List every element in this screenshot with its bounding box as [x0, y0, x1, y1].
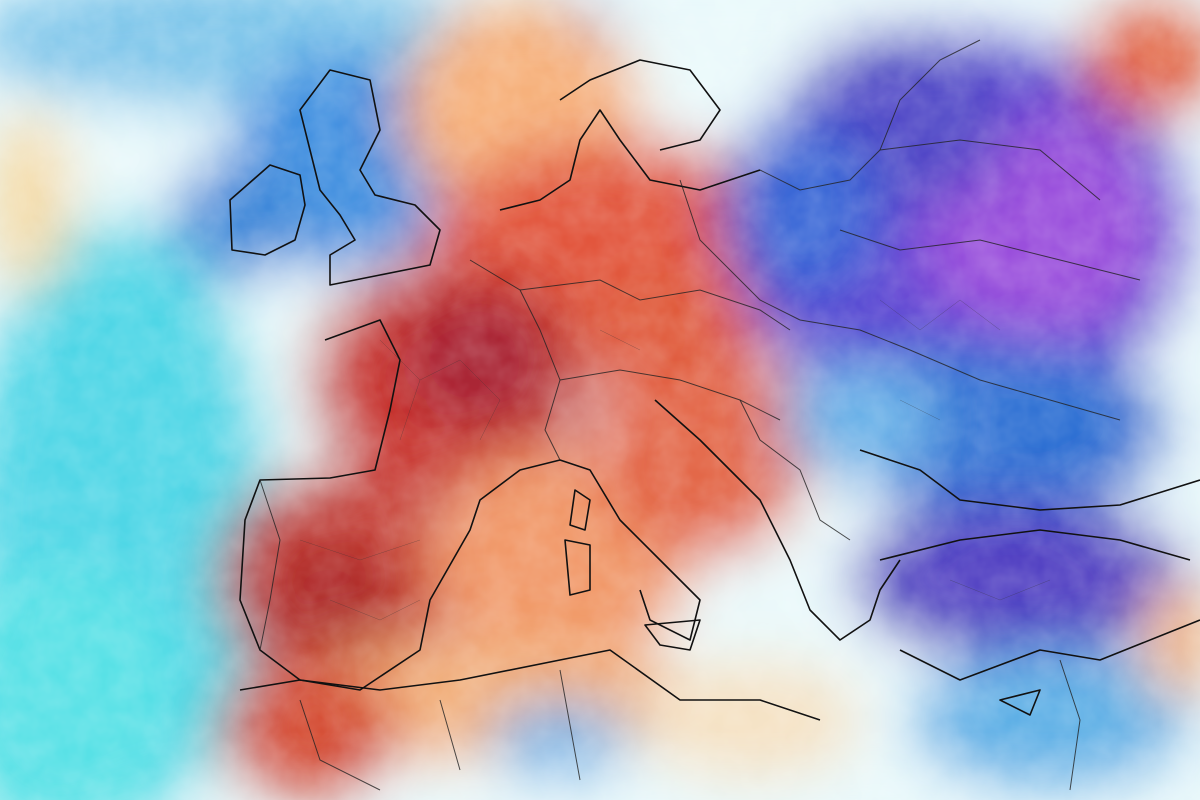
regions: [299, 299, 1051, 621]
coastlines: [229, 59, 1200, 721]
borders: [259, 39, 1141, 791]
